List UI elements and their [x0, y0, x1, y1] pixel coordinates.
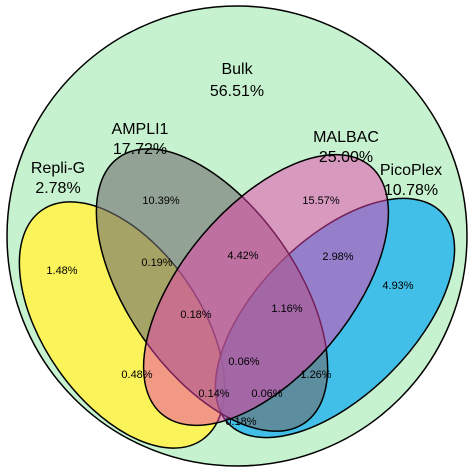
region-picoplex-only: 4.93%	[382, 280, 413, 292]
region-repli-g-ampli1-picoplex: 0.14%	[198, 388, 229, 400]
picoplex-label-percent: 10.78%	[384, 182, 438, 199]
bulk-label-name: Bulk	[221, 61, 253, 78]
region-repli-g-ampli1-malbac: 0.18%	[180, 309, 211, 321]
region-all-four: 0.06%	[228, 356, 259, 368]
picoplex-label-name: PicoPlex	[380, 162, 442, 179]
malbac-ellipse	[142, 153, 390, 427]
region-ampli1-only: 10.39%	[142, 195, 180, 207]
region-malbac-only: 15.57%	[302, 195, 340, 207]
region-malbac-picoplex: 2.98%	[322, 251, 353, 263]
region-repli-g-malbac-picoplex: 0.06%	[251, 388, 282, 400]
bulk-label-percent: 56.51%	[210, 83, 264, 100]
region-repli-g-ampli1: 0.19%	[141, 257, 172, 269]
region-ampli1-malbac-picoplex: 1.16%	[271, 303, 302, 315]
region-repli-g-picoplex: 0.18%	[225, 416, 256, 428]
region-repli-g-only: 1.48%	[46, 265, 77, 277]
region-ampli1-malbac: 4.42%	[227, 250, 258, 262]
ampli1-label-name: AMPLI1	[112, 121, 169, 138]
malbac-label-name: MALBAC	[313, 129, 379, 146]
malbac-label-percent: 25.00%	[319, 149, 373, 166]
ampli1-label-percent: 17.72%	[113, 141, 167, 158]
repli-g-label-percent: 2.78%	[35, 180, 80, 197]
region-ampli1-picoplex: 1.26%	[300, 369, 331, 381]
region-repli-g-malbac: 0.48%	[121, 369, 152, 381]
repli-g-label-name: Repli-G	[31, 160, 85, 177]
